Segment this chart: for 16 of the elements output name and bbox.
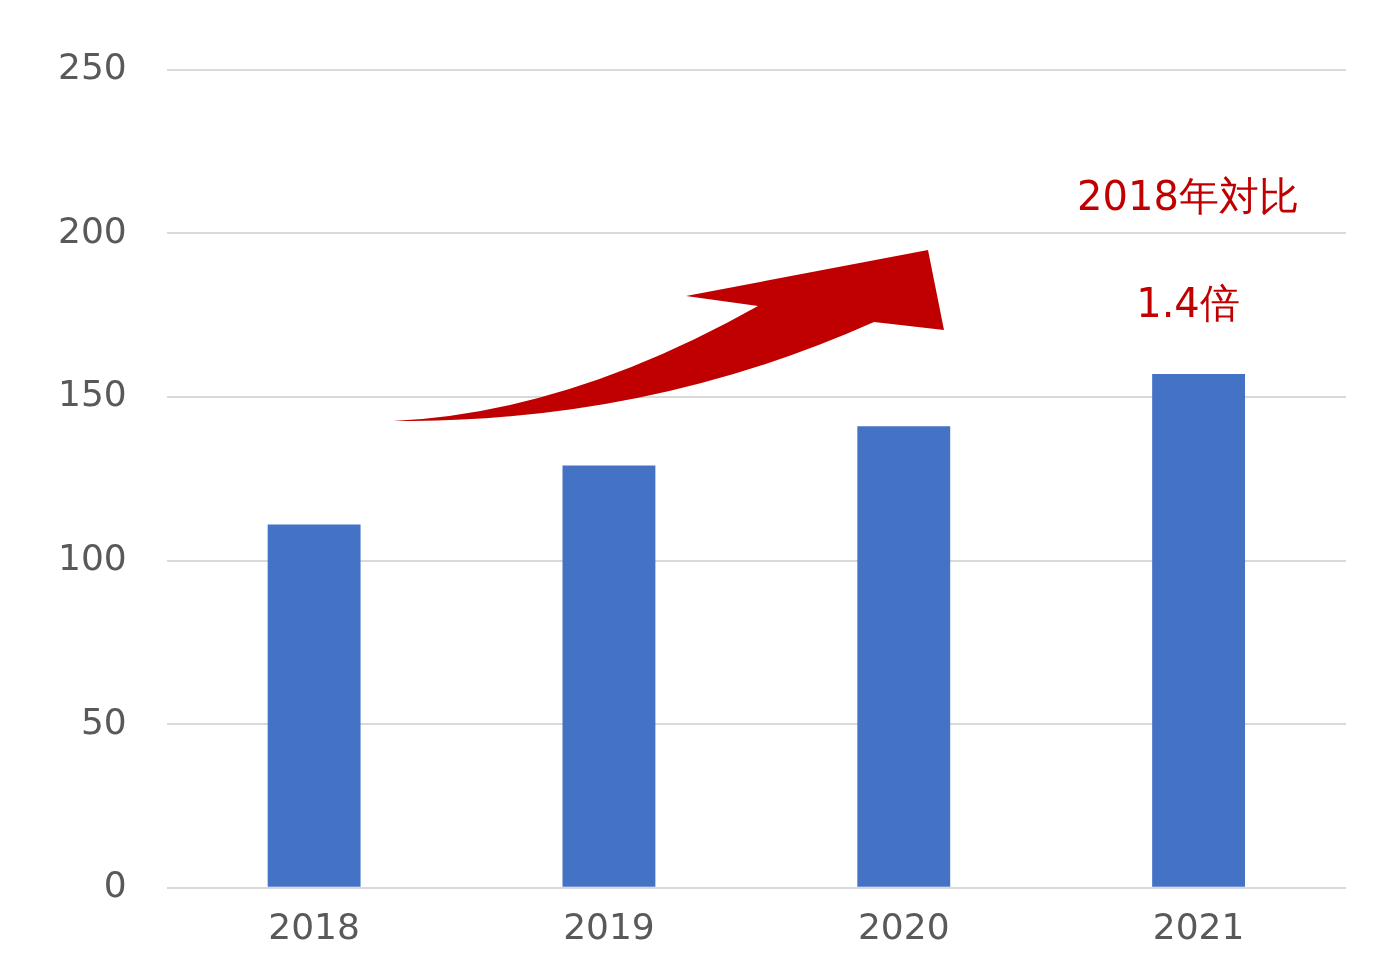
y-tick-label: 50 [80, 700, 127, 742]
annotation: 2018年対比 [1077, 172, 1299, 219]
bar [857, 426, 951, 887]
bar [562, 465, 656, 887]
y-tick-label: 150 [57, 373, 127, 415]
bar [1152, 373, 1246, 887]
y-tick-label: 100 [57, 536, 127, 578]
y-tick-label: 250 [57, 45, 127, 87]
annotation: 1.4倍 [1136, 279, 1240, 326]
x-tick-label: 2021 [1152, 905, 1245, 947]
x-tick-label: 2019 [563, 905, 655, 947]
y-tick-label: 200 [57, 209, 127, 251]
x-tick-label: 2020 [857, 905, 950, 947]
bar [267, 524, 361, 887]
x-tick-label: 2018 [268, 905, 360, 947]
y-tick-label: 0 [103, 864, 127, 906]
